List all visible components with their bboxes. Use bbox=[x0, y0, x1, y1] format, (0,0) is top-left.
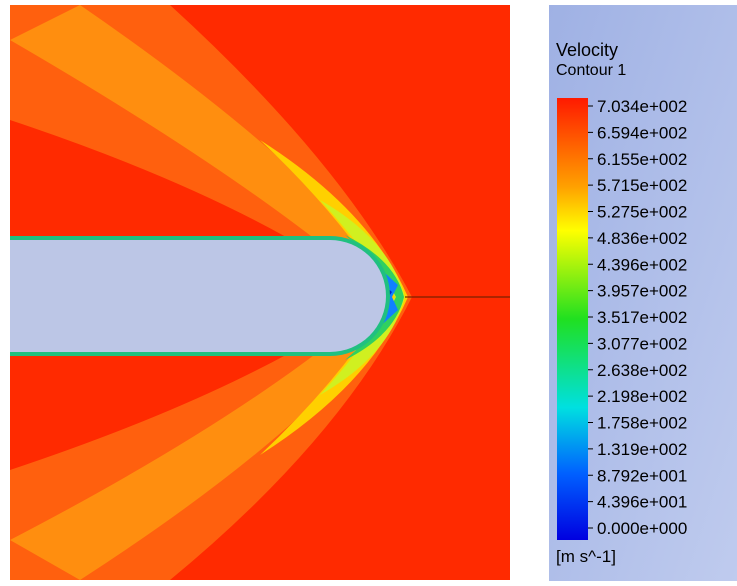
level-label: 3.957e+002 bbox=[597, 282, 687, 301]
level-label: 2.198e+002 bbox=[597, 387, 687, 406]
legend-title: Velocity bbox=[556, 40, 618, 60]
contour-plot bbox=[10, 5, 510, 580]
level-label: 3.517e+002 bbox=[597, 308, 687, 327]
level-label: 4.396e+001 bbox=[597, 493, 687, 512]
level-label: 4.836e+002 bbox=[597, 229, 687, 248]
level-label: 5.715e+002 bbox=[597, 176, 687, 195]
legend-unit: [m s^-1] bbox=[556, 547, 616, 566]
level-label: 1.758e+002 bbox=[597, 414, 687, 433]
level-label: 0.000e+000 bbox=[597, 519, 687, 538]
level-label: 5.275e+002 bbox=[597, 203, 687, 222]
level-label: 3.077e+002 bbox=[597, 334, 687, 353]
colorbar bbox=[557, 98, 588, 540]
level-label: 1.319e+002 bbox=[597, 440, 687, 459]
legend-subtitle: Contour 1 bbox=[556, 62, 626, 79]
level-label: 8.792e+001 bbox=[597, 466, 687, 485]
level-label: 4.396e+002 bbox=[597, 255, 687, 274]
level-label: 2.638e+002 bbox=[597, 361, 687, 380]
level-label: 6.155e+002 bbox=[597, 150, 687, 169]
level-label: 6.594e+002 bbox=[597, 123, 687, 142]
level-label: 7.034e+002 bbox=[597, 97, 687, 116]
legend: Velocity Contour 1 7.034e+002 6.594e+002 6… bbox=[549, 5, 737, 581]
